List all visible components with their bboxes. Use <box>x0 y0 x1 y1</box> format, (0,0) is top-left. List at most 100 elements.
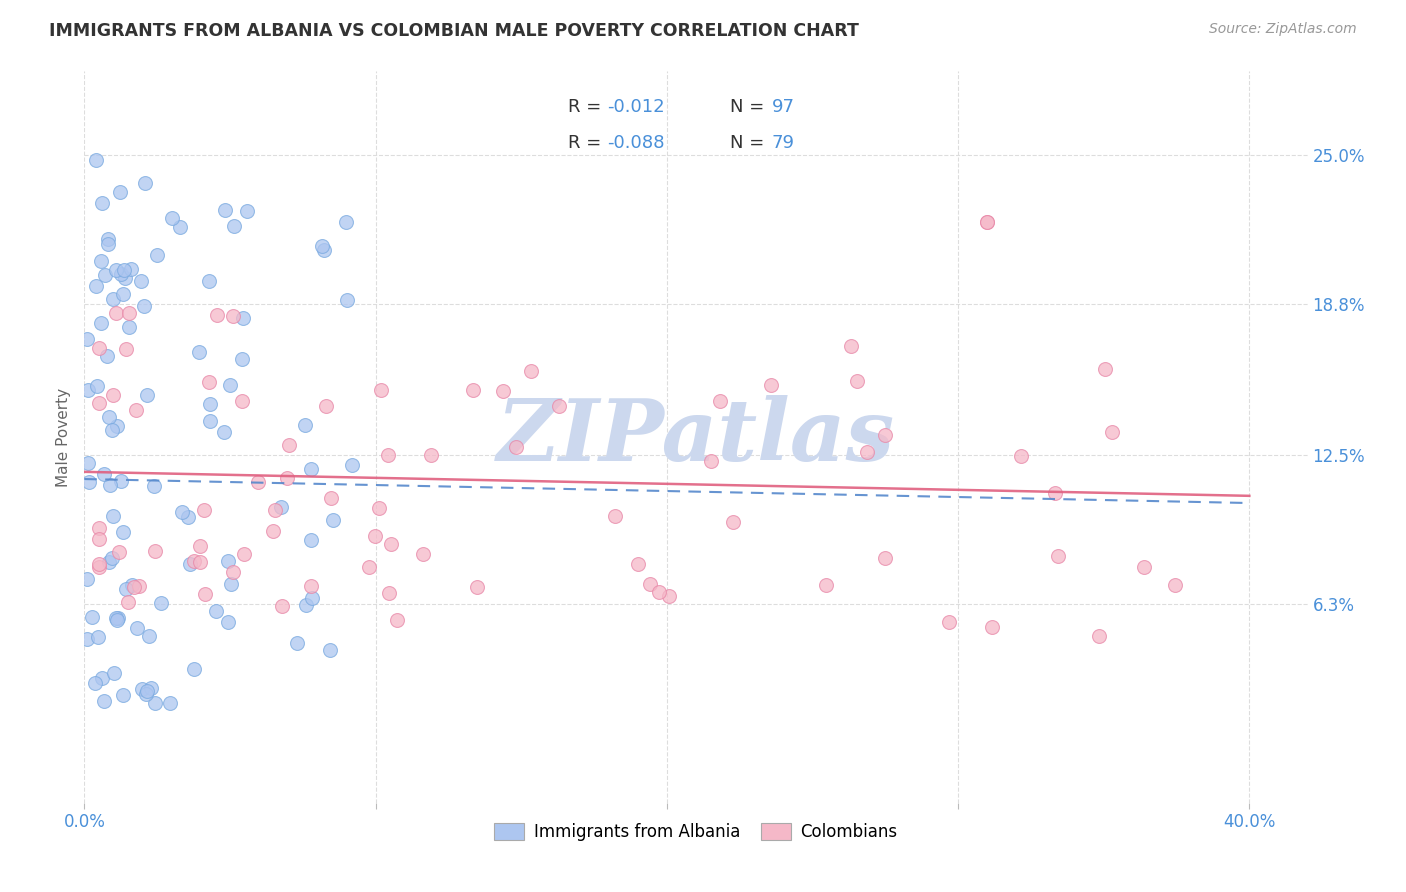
Point <box>134 176 156 190</box>
Point <box>976 215 998 229</box>
Point <box>270 500 292 515</box>
Point <box>1094 361 1116 376</box>
Point <box>217 553 239 567</box>
Point <box>301 591 323 605</box>
Point <box>1045 486 1067 500</box>
Point <box>97 409 120 424</box>
Point <box>138 629 160 643</box>
Text: N =: N = <box>730 134 770 153</box>
Point <box>814 578 837 592</box>
Point <box>709 393 731 408</box>
Point <box>222 309 245 323</box>
Point <box>87 532 110 546</box>
Point <box>312 243 335 257</box>
Point <box>378 586 401 600</box>
Point <box>132 299 155 313</box>
Y-axis label: Male Poverty: Male Poverty <box>56 387 72 487</box>
Point <box>90 196 112 211</box>
Point <box>135 388 157 402</box>
Point <box>188 539 211 553</box>
Point <box>87 396 110 410</box>
Point <box>77 456 100 470</box>
Point <box>86 379 108 393</box>
Point <box>112 287 135 301</box>
Point <box>129 274 152 288</box>
Point <box>231 352 253 367</box>
Point <box>104 306 127 320</box>
Text: R =: R = <box>568 97 606 116</box>
Point <box>342 458 364 472</box>
Point <box>193 503 215 517</box>
Point <box>93 694 115 708</box>
Point <box>108 186 131 200</box>
Point <box>214 425 236 439</box>
Point <box>205 308 228 322</box>
Point <box>97 237 120 252</box>
Point <box>101 509 124 524</box>
Text: IMMIGRANTS FROM ALBANIA VS COLOMBIAN MALE POVERTY CORRELATION CHART: IMMIGRANTS FROM ALBANIA VS COLOMBIAN MAL… <box>49 22 859 40</box>
Text: -0.012: -0.012 <box>606 97 664 116</box>
Point <box>90 253 112 268</box>
Legend: Immigrants from Albania, Colombians: Immigrants from Albania, Colombians <box>486 814 905 849</box>
Point <box>262 524 284 538</box>
Point <box>87 560 110 574</box>
Point <box>233 547 256 561</box>
Point <box>856 445 879 459</box>
Point <box>143 696 166 710</box>
Point <box>319 643 342 657</box>
Text: R =: R = <box>568 134 606 153</box>
Point <box>285 636 308 650</box>
Point <box>217 615 239 630</box>
Point <box>1164 578 1187 592</box>
Point <box>91 671 114 685</box>
Point <box>87 630 110 644</box>
Point <box>103 292 125 306</box>
Point <box>380 537 402 551</box>
Point <box>187 345 209 359</box>
Point <box>322 513 344 527</box>
Point <box>93 268 115 283</box>
Point <box>104 262 127 277</box>
Point <box>177 509 200 524</box>
Point <box>159 696 181 710</box>
Point <box>627 557 650 571</box>
Point <box>146 248 169 262</box>
Text: 97: 97 <box>772 97 794 116</box>
Point <box>90 316 112 330</box>
Point <box>1101 425 1123 439</box>
Point <box>87 557 110 571</box>
Point <box>101 423 124 437</box>
Point <box>125 403 148 417</box>
Point <box>839 339 862 353</box>
Point <box>299 579 322 593</box>
Point <box>981 620 1004 634</box>
Point <box>121 578 143 592</box>
Point <box>205 604 228 618</box>
Point <box>139 681 162 695</box>
Point <box>505 441 527 455</box>
Point <box>112 524 135 539</box>
Point <box>97 555 120 569</box>
Point <box>135 687 157 701</box>
Point <box>93 467 115 481</box>
Point <box>200 414 222 428</box>
Point <box>183 662 205 676</box>
Point <box>492 384 515 398</box>
Point <box>335 215 357 229</box>
Point <box>461 383 484 397</box>
Point <box>873 550 896 565</box>
Point <box>143 544 166 558</box>
Point <box>263 502 285 516</box>
Point <box>548 399 571 413</box>
Point <box>938 615 960 629</box>
Point <box>76 632 98 647</box>
Point <box>143 479 166 493</box>
Point <box>150 596 173 610</box>
Point <box>114 271 136 285</box>
Point <box>214 202 236 217</box>
Point <box>110 267 132 281</box>
Point <box>107 418 129 433</box>
Point <box>1010 449 1032 463</box>
Point <box>231 394 253 409</box>
Point <box>294 417 316 432</box>
